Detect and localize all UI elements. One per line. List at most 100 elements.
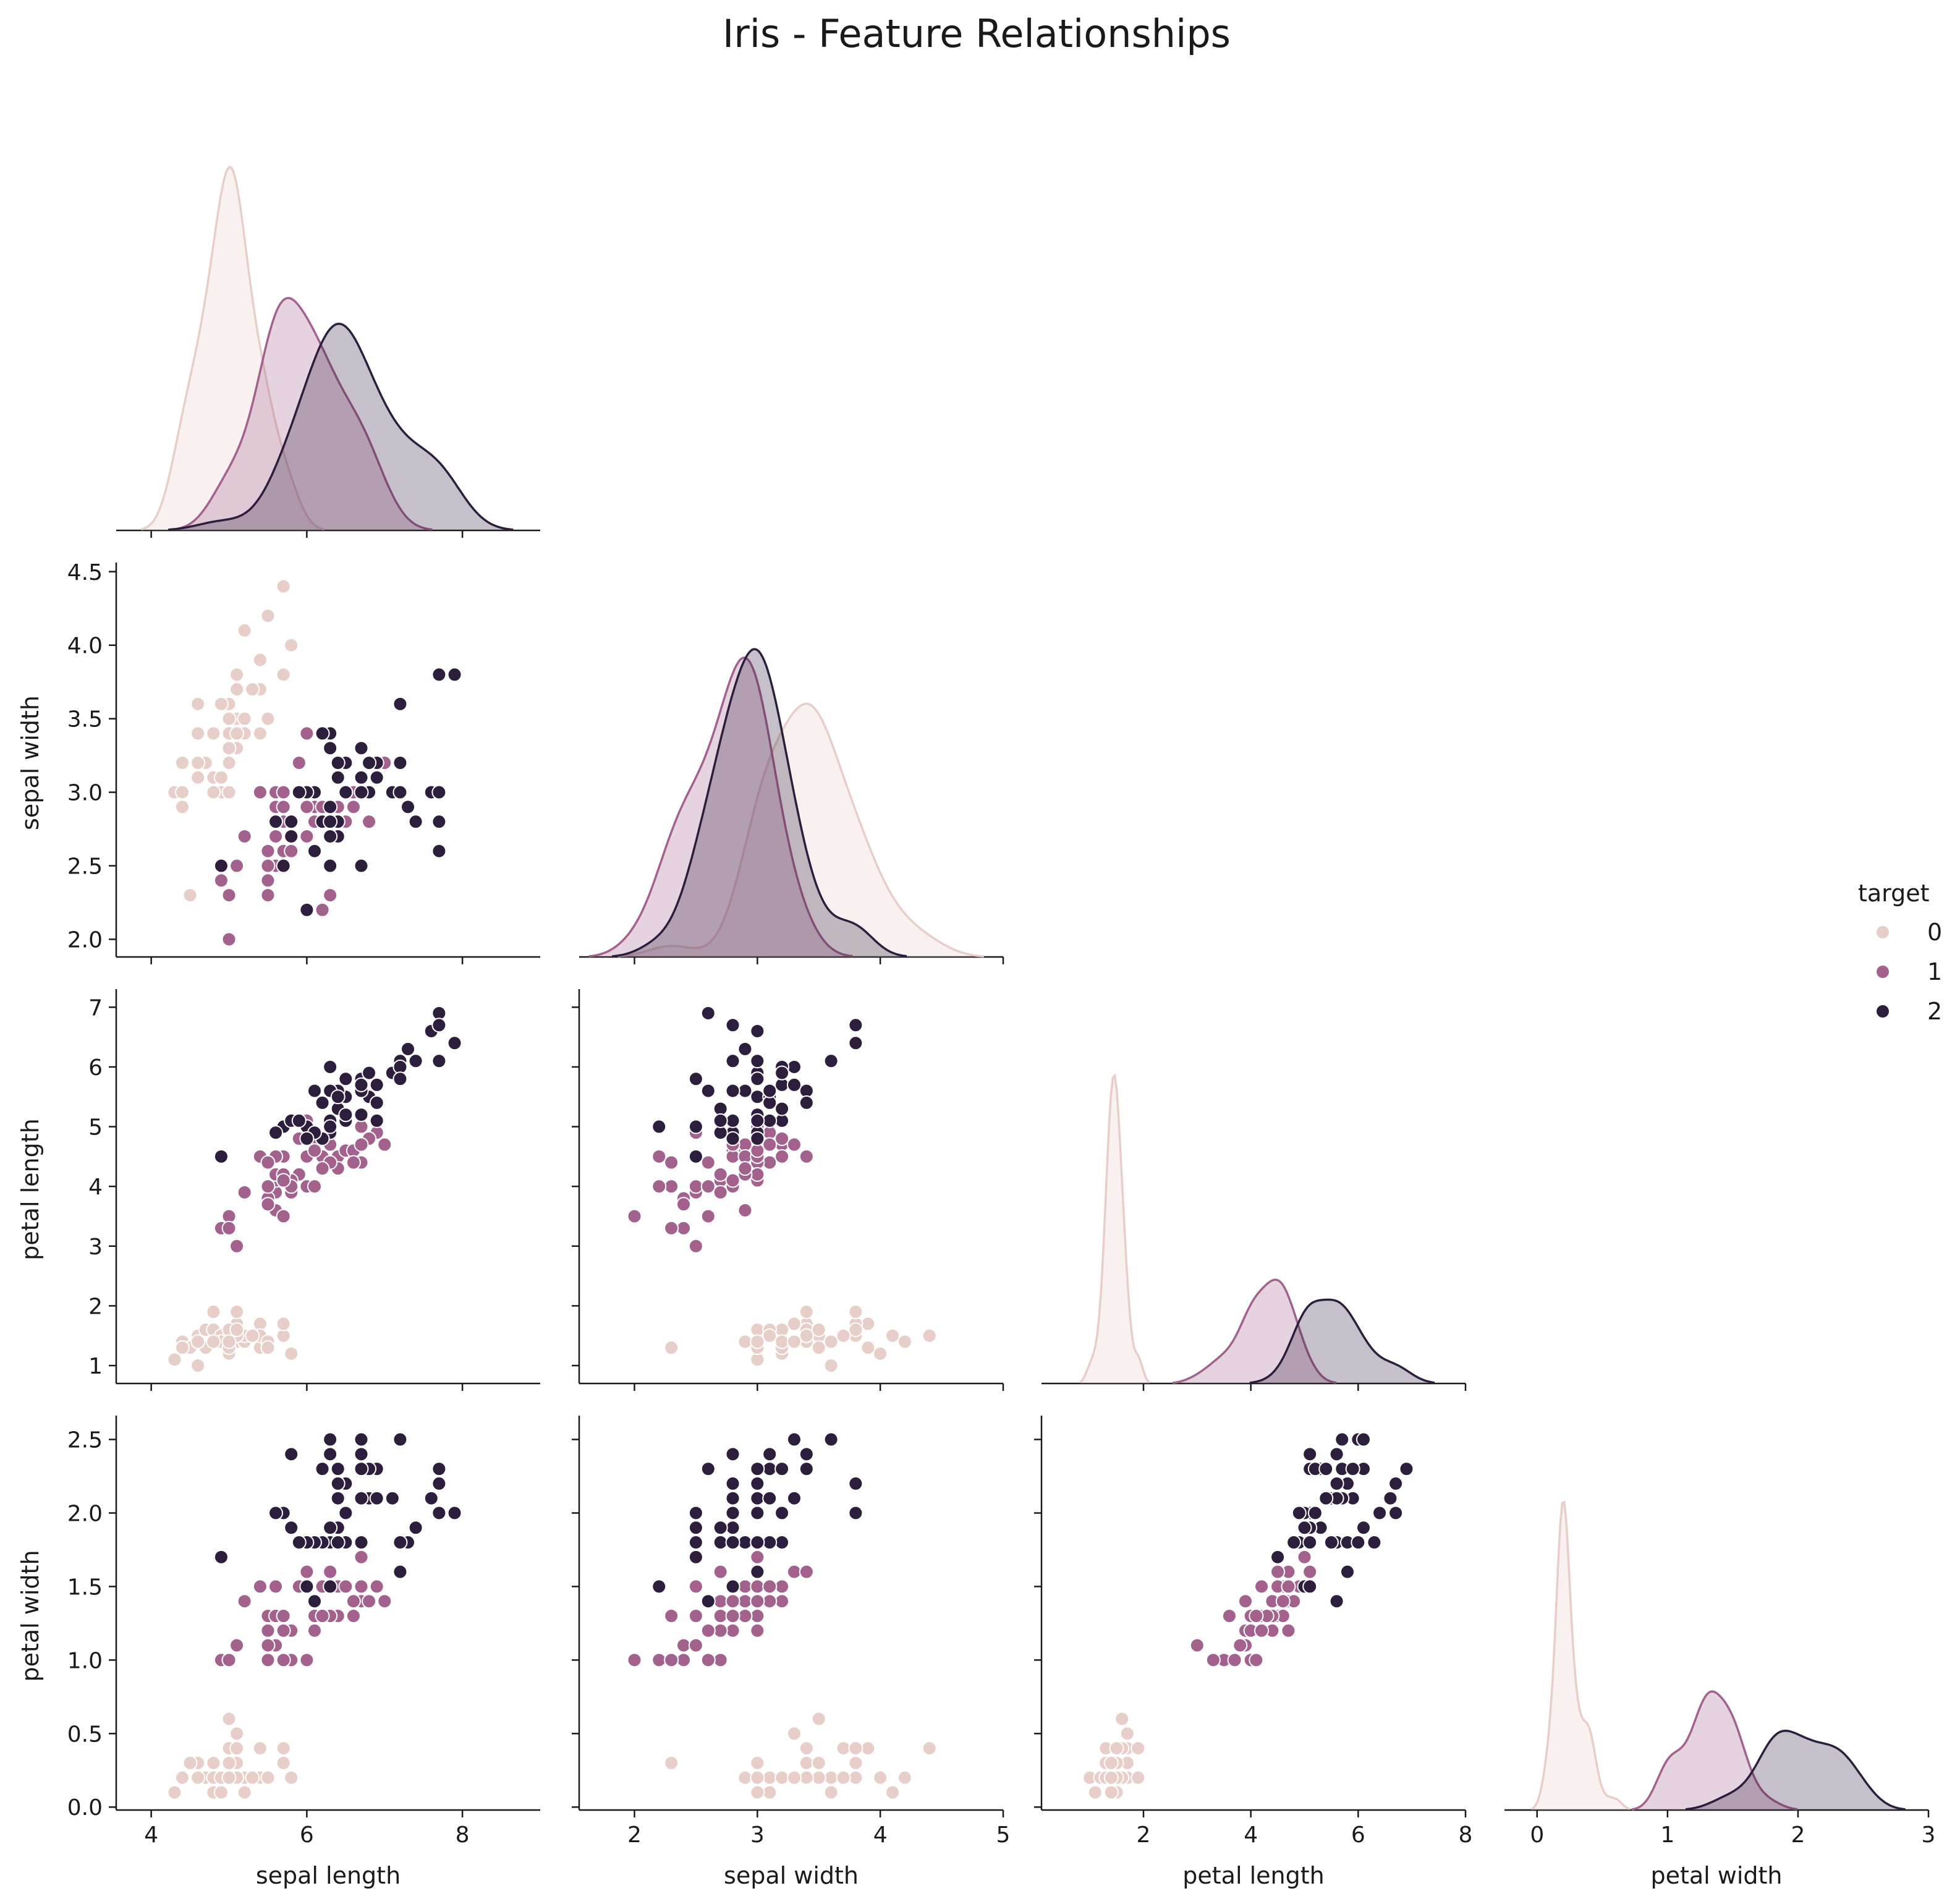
data-point-class-2 [1367,1535,1382,1550]
data-point-class-1 [750,1579,765,1594]
data-point-class-1 [750,1609,765,1623]
y-tick-label: 6 [88,1055,103,1081]
kde-curve-class-2 [168,323,514,531]
data-point-class-2 [431,1018,447,1033]
data-point-class-1 [737,1202,753,1218]
data-point-class-1 [700,1652,716,1668]
data-point-class-2 [392,1071,408,1087]
data-point-class-1 [762,1579,778,1594]
x-axis-label: sepal length [256,1862,401,1889]
data-point-class-1 [299,1652,315,1668]
data-point-class-2 [848,1505,863,1521]
data-point-class-2 [354,1432,369,1447]
data-point-class-2 [786,1490,802,1506]
data-point-class-1 [1205,1652,1221,1668]
data-point-class-0 [229,726,245,741]
data-point-class-1 [774,1149,790,1164]
y-tick-label: 2.0 [67,927,103,953]
x-tick-label: 3 [1922,1822,1936,1848]
data-point-class-0 [174,1770,190,1785]
data-point-class-2 [700,1005,716,1021]
data-point-class-1 [688,1179,703,1194]
data-point-class-0 [213,770,229,785]
data-point-class-2 [750,1490,765,1506]
data-point-class-0 [174,784,190,800]
data-point-class-1 [252,784,268,800]
data-point-class-0 [1103,1755,1119,1770]
data-point-class-1 [377,1594,392,1609]
data-point-class-0 [237,1785,252,1800]
data-point-class-1 [315,1161,330,1176]
data-point-class-2 [725,1083,740,1099]
data-point-class-1 [750,1623,765,1638]
data-point-class-2 [688,1505,703,1521]
kde-fill-class-0 [1531,1502,1630,1810]
data-point-class-1 [354,1549,369,1565]
chart-title: Iris - Feature Relationships [723,11,1231,56]
legend-label-1: 1 [1927,958,1942,985]
data-point-class-2 [725,1579,740,1594]
data-point-class-2 [330,1089,346,1105]
data-point-class-1 [237,828,252,844]
data-point-class-0 [174,755,190,770]
data-point-class-2 [1329,1476,1344,1491]
data-point-class-2 [447,1505,462,1521]
data-point-class-1 [1254,1579,1270,1594]
data-point-class-1 [786,1137,802,1152]
data-point-class-2 [291,1535,307,1550]
data-point-class-0 [774,1334,790,1349]
data-point-class-1 [268,828,284,844]
data-point-class-1 [1189,1638,1205,1653]
y-axis-label: petal length [17,1118,44,1260]
data-point-class-0 [229,1304,245,1320]
data-point-class-0 [774,1770,790,1785]
data-point-class-2 [323,1579,338,1594]
data-point-class-2 [1318,1490,1334,1506]
data-point-class-0 [190,755,206,770]
data-point-class-0 [664,1340,679,1356]
data-point-class-0 [190,1358,206,1374]
data-point-class-2 [291,784,307,800]
data-point-class-2 [750,1461,765,1477]
data-point-class-1 [338,1579,354,1594]
data-point-class-2 [750,1131,765,1146]
x-tick-label: 8 [456,1822,470,1848]
data-point-class-2 [384,1490,400,1506]
data-point-class-2 [1291,1505,1307,1521]
data-point-class-0 [167,1352,182,1367]
data-point-class-2 [750,1089,765,1105]
data-point-class-2 [1302,1535,1318,1550]
data-point-class-1 [676,1652,692,1668]
data-point-class-1 [688,1579,703,1594]
data-point-class-1 [276,1652,291,1668]
data-point-class-2 [750,1071,765,1087]
data-point-class-0 [799,1304,814,1320]
data-point-class-0 [823,1334,839,1349]
data-point-class-1 [725,1173,740,1188]
data-point-class-1 [237,1184,252,1200]
data-point-class-0 [237,711,252,726]
data-point-class-0 [860,1316,876,1332]
y-tick-label: 2.5 [67,1428,103,1453]
data-point-class-2 [323,858,338,873]
data-point-class-0 [221,741,237,756]
data-point-class-0 [190,726,206,741]
data-point-class-0 [276,667,291,682]
data-point-class-2 [725,1447,740,1462]
data-point-class-0 [213,696,229,712]
data-point-class-2 [725,1053,740,1069]
data-point-class-2 [1323,1535,1339,1550]
data-point-class-2 [750,1535,765,1550]
x-axis-label: sepal width [724,1862,859,1889]
data-point-class-2 [688,1071,703,1087]
panel-sepal-length-vs-sepal-length [116,165,540,538]
data-point-class-0 [284,1770,299,1785]
data-point-class-0 [260,1770,276,1785]
data-point-class-2 [354,1535,369,1550]
data-point-class-1 [799,1149,814,1164]
data-point-class-2 [700,1461,716,1477]
data-point-class-0 [221,755,237,770]
data-point-class-0 [190,696,206,712]
